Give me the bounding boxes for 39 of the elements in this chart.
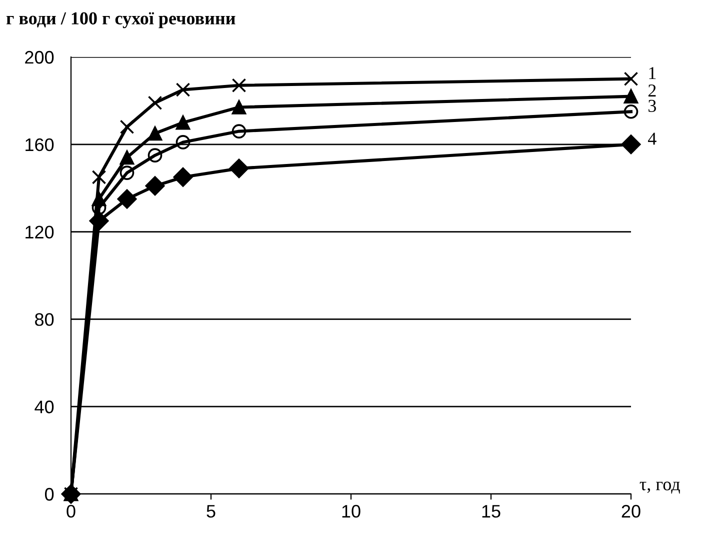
series-label: 1 (649, 67, 656, 80)
point (173, 167, 193, 187)
x-tick-label: 15 (482, 505, 500, 518)
point (624, 104, 638, 119)
x-tick-label: 5 (206, 505, 216, 518)
point (176, 135, 190, 150)
point (148, 96, 162, 110)
point (232, 124, 246, 138)
x-tick-label: 20 (622, 504, 640, 518)
y-tick-label: 0 (45, 488, 54, 501)
x-axis-title: τ, год (640, 482, 680, 494)
point (232, 100, 246, 114)
point (176, 82, 190, 97)
y-tick-label: 200 (25, 50, 54, 64)
point (176, 115, 190, 130)
point (624, 72, 638, 86)
point (120, 150, 134, 165)
y-tick-label: 80 (35, 313, 54, 326)
point (92, 170, 106, 184)
point (117, 189, 137, 209)
point (120, 120, 134, 134)
series-label: 4 (648, 132, 656, 145)
series-label: 2 (648, 84, 656, 97)
y-tick-label: 160 (26, 138, 54, 152)
y-tick-label: 120 (26, 226, 54, 239)
point (624, 89, 638, 104)
point (145, 176, 165, 196)
point (148, 126, 162, 141)
point (148, 148, 162, 162)
x-tick-label: 0 (66, 504, 76, 518)
y-axis-title: г води / 100 г сухої речовини (6, 12, 236, 28)
point (229, 158, 249, 178)
point (621, 134, 641, 154)
point (120, 166, 134, 180)
x-tick-label: 10 (342, 504, 360, 518)
series-label: 3 (648, 100, 656, 112)
y-tick-label: 40 (34, 400, 54, 414)
point (89, 211, 109, 231)
point (232, 78, 246, 93)
